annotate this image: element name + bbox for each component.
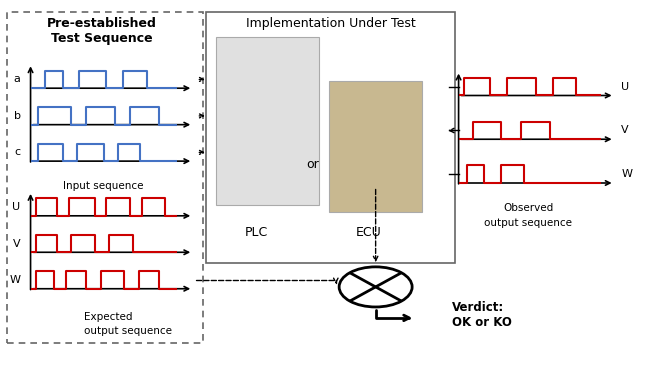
Text: a: a — [14, 74, 21, 85]
Text: or: or — [306, 158, 319, 171]
Text: b: b — [13, 111, 21, 121]
Bar — [7, 12, 203, 343]
Bar — [206, 12, 456, 263]
Text: c: c — [15, 147, 21, 157]
Text: V: V — [621, 126, 629, 135]
Text: PLC: PLC — [245, 226, 268, 239]
Text: W: W — [621, 169, 632, 179]
Text: W: W — [9, 275, 21, 285]
Bar — [329, 81, 422, 212]
Text: Pre-established: Pre-established — [47, 17, 156, 30]
Text: output sequence: output sequence — [484, 218, 573, 228]
Text: Test Sequence: Test Sequence — [51, 32, 152, 45]
Text: U: U — [621, 82, 629, 92]
Text: Implementation Under Test: Implementation Under Test — [245, 17, 416, 30]
Text: ECU: ECU — [356, 226, 382, 239]
Text: OK or KO: OK or KO — [452, 316, 512, 329]
Text: output sequence: output sequence — [84, 326, 172, 336]
Bar — [216, 37, 319, 205]
Text: Observed: Observed — [503, 203, 553, 213]
Text: U: U — [13, 202, 21, 212]
Text: V: V — [13, 239, 21, 249]
Text: Verdict:: Verdict: — [452, 302, 504, 314]
Text: Expected: Expected — [84, 313, 132, 322]
Text: Input sequence: Input sequence — [63, 181, 144, 191]
